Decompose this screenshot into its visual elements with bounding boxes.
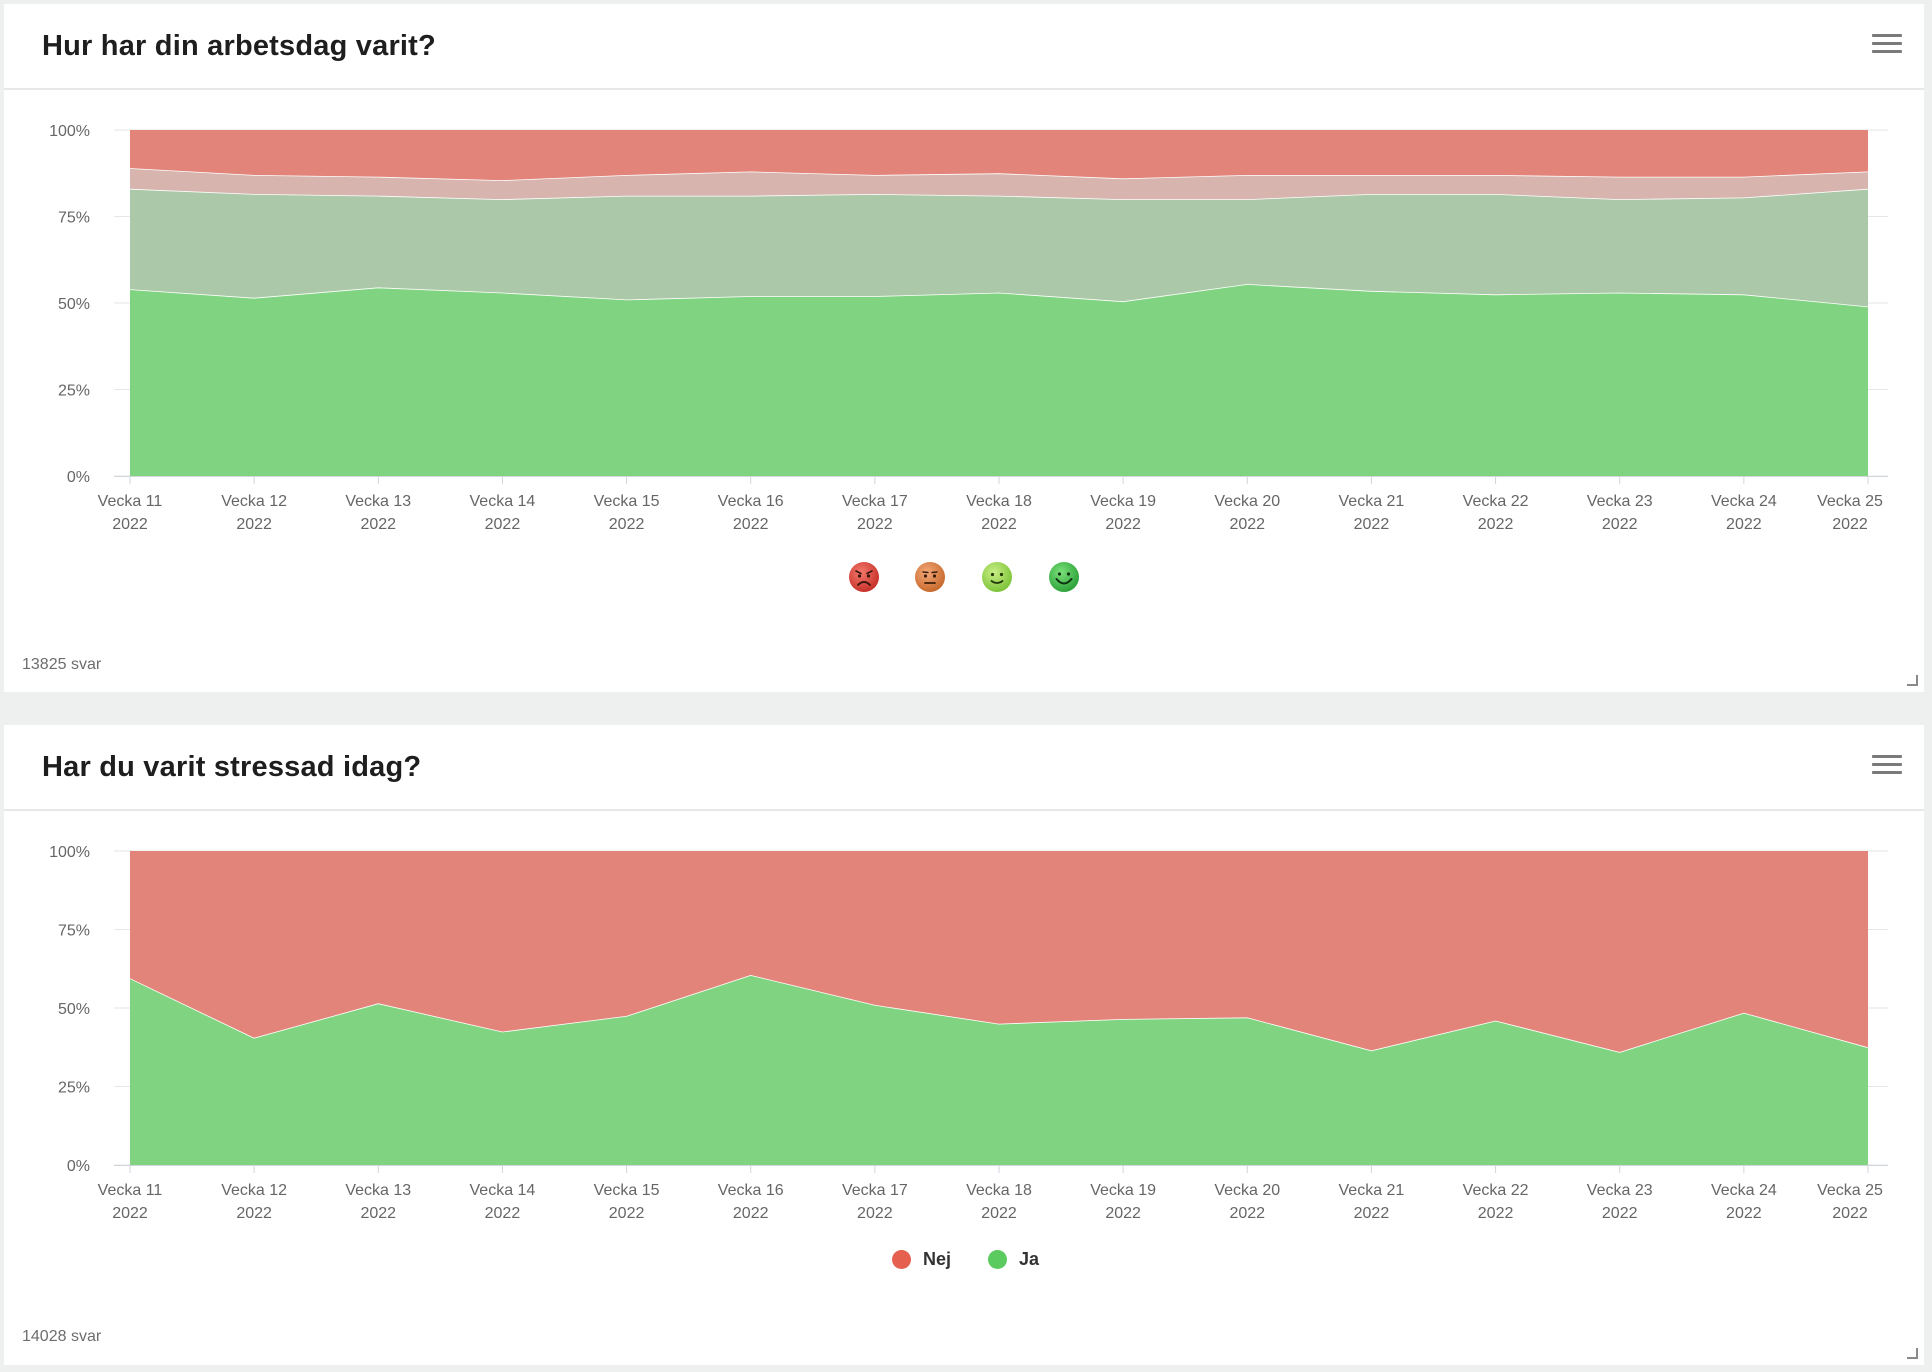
x-tick-sublabel: 2022: [1229, 516, 1265, 533]
x-tick-sublabel: 2022: [236, 1205, 272, 1222]
x-tick-label: Vecka 13: [345, 493, 411, 510]
x-tick-sublabel: 2022: [485, 1205, 521, 1222]
x-tick-label: Vecka 23: [1587, 493, 1653, 510]
x-tick-label: Vecka 22: [1463, 493, 1529, 510]
x-tick-sublabel: 2022: [1726, 1205, 1762, 1222]
hamburger-menu-icon[interactable]: [1872, 34, 1902, 54]
x-tick-sublabel: 2022: [857, 516, 893, 533]
area-series-slight-smile-icon: [130, 188, 1868, 307]
x-tick-label: Vecka 17: [842, 493, 908, 510]
chart-panel-stressad: Har du varit stressad idag? 0% 25% 50% 75% 1…: [4, 725, 1924, 1365]
x-tick-sublabel: 2022: [360, 1205, 396, 1222]
hamburger-menu-icon[interactable]: [1872, 755, 1902, 775]
x-tick-label: Vecka 21: [1339, 493, 1405, 510]
legend-dot-ja: [988, 1250, 1007, 1269]
x-tick-label: Vecka 12: [221, 493, 287, 510]
x-tick-sublabel: 2022: [1229, 1205, 1265, 1222]
x-tick-sublabel: 2022: [112, 1205, 148, 1222]
x-tick-sublabel: 2022: [733, 1205, 769, 1222]
x-tick-sublabel: 2022: [112, 516, 148, 533]
x-tick-label: Vecka 24: [1711, 1182, 1777, 1199]
x-tick-label: Vecka 12: [221, 1182, 287, 1199]
x-tick-sublabel: 2022: [1602, 1205, 1638, 1222]
x-tick-sublabel: 2022: [1478, 516, 1514, 533]
response-count: 13825 svar: [22, 656, 102, 673]
x-tick-label: Vecka 14: [470, 1182, 536, 1199]
x-tick-sublabel: 2022: [1726, 516, 1762, 533]
x-tick-label: Vecka 25: [1817, 493, 1883, 510]
chart-panel-arbetsdag: Hur har din arbetsdag varit? 0% 25% 50% 75%…: [4, 4, 1924, 692]
x-tick-sublabel: 2022: [485, 516, 521, 533]
y-tick-label: 25%: [58, 383, 90, 400]
y-tick-label: 100%: [49, 123, 90, 140]
area-series-ja: [130, 975, 1868, 1165]
y-tick-label: 0%: [67, 1158, 90, 1175]
x-tick-label: Vecka 13: [345, 1182, 411, 1199]
x-tick-sublabel: 2022: [1354, 1205, 1390, 1222]
legend-label: Nej: [923, 1249, 952, 1269]
y-tick-label: 100%: [49, 844, 90, 861]
x-tick-label: Vecka 14: [470, 493, 536, 510]
x-tick-label: Vecka 20: [1214, 1182, 1280, 1199]
x-tick-sublabel: 2022: [733, 516, 769, 533]
y-tick-label: 0%: [67, 469, 90, 486]
x-tick-sublabel: 2022: [1602, 516, 1638, 533]
x-tick-sublabel: 2022: [981, 516, 1017, 533]
area-series-angry-face-icon: [130, 130, 1868, 181]
x-tick-label: Vecka 11: [98, 1182, 163, 1199]
x-tick-label: Vecka 20: [1214, 493, 1280, 510]
x-tick-sublabel: 2022: [1832, 516, 1868, 533]
x-tick-label: Vecka 24: [1711, 493, 1777, 510]
x-tick-sublabel: 2022: [981, 1205, 1017, 1222]
x-tick-sublabel: 2022: [1105, 516, 1141, 533]
x-tick-label: Vecka 22: [1463, 1182, 1529, 1199]
panel-header: Har du varit stressad idag?: [4, 725, 1924, 811]
angry-face-icon[interactable]: [848, 561, 880, 593]
area-chart-stressad: 0% 25% 50% 75% 100% Vecka 11 2022 Vecka 12 2022 V…: [49, 844, 1888, 1222]
x-tick-label: Vecka 15: [594, 1182, 660, 1199]
area-series-big-smile-icon: [130, 284, 1868, 476]
slight-smile-icon[interactable]: [981, 561, 1013, 593]
x-tick-label: Vecka 18: [966, 493, 1032, 510]
resize-handle-icon[interactable]: [1907, 1348, 1918, 1359]
neutral-face-icon[interactable]: [914, 561, 946, 593]
area-series-nej: [130, 851, 1868, 1052]
x-tick-sublabel: 2022: [1478, 1205, 1514, 1222]
big-smile-icon[interactable]: [1048, 561, 1080, 593]
x-tick-label: Vecka 18: [966, 1182, 1032, 1199]
x-tick-label: Vecka 19: [1090, 1182, 1156, 1199]
chart-title: Har du varit stressad idag?: [42, 751, 422, 783]
x-tick-sublabel: 2022: [236, 516, 272, 533]
x-tick-sublabel: 2022: [360, 516, 396, 533]
x-tick-label: Vecka 11: [98, 493, 163, 510]
x-tick-sublabel: 2022: [857, 1205, 893, 1222]
legend-dot-nej: [892, 1250, 911, 1269]
x-tick-label: Vecka 17: [842, 1182, 908, 1199]
area-series-neutral-face-icon: [130, 168, 1868, 200]
x-tick-label: Vecka 16: [718, 1182, 784, 1199]
x-tick-label: Vecka 21: [1339, 1182, 1405, 1199]
y-tick-label: 50%: [58, 296, 90, 313]
area-chart-arbetsdag: 0% 25% 50% 75% 100% Vecka 11 2022 Vecka 12 2022 V…: [49, 123, 1888, 533]
legend-label: Ja: [1019, 1249, 1040, 1269]
y-tick-label: 25%: [58, 1080, 90, 1097]
x-tick-label: Vecka 23: [1587, 1182, 1653, 1199]
x-tick-sublabel: 2022: [1105, 1205, 1141, 1222]
x-tick-sublabel: 2022: [609, 1205, 645, 1222]
panel-header: Hur har din arbetsdag varit?: [4, 4, 1924, 90]
x-tick-sublabel: 2022: [1354, 516, 1390, 533]
x-tick-label: Vecka 19: [1090, 493, 1156, 510]
resize-handle-icon[interactable]: [1907, 675, 1918, 686]
y-tick-label: 50%: [58, 1001, 90, 1018]
x-tick-sublabel: 2022: [609, 516, 645, 533]
x-tick-label: Vecka 16: [718, 493, 784, 510]
x-tick-label: Vecka 25: [1817, 1182, 1883, 1199]
x-tick-label: Vecka 15: [594, 493, 660, 510]
y-tick-label: 75%: [58, 923, 90, 940]
y-tick-label: 75%: [58, 210, 90, 227]
response-count: 14028 svar: [22, 1328, 102, 1345]
x-tick-sublabel: 2022: [1832, 1205, 1868, 1222]
chart-title: Hur har din arbetsdag varit?: [42, 30, 436, 62]
